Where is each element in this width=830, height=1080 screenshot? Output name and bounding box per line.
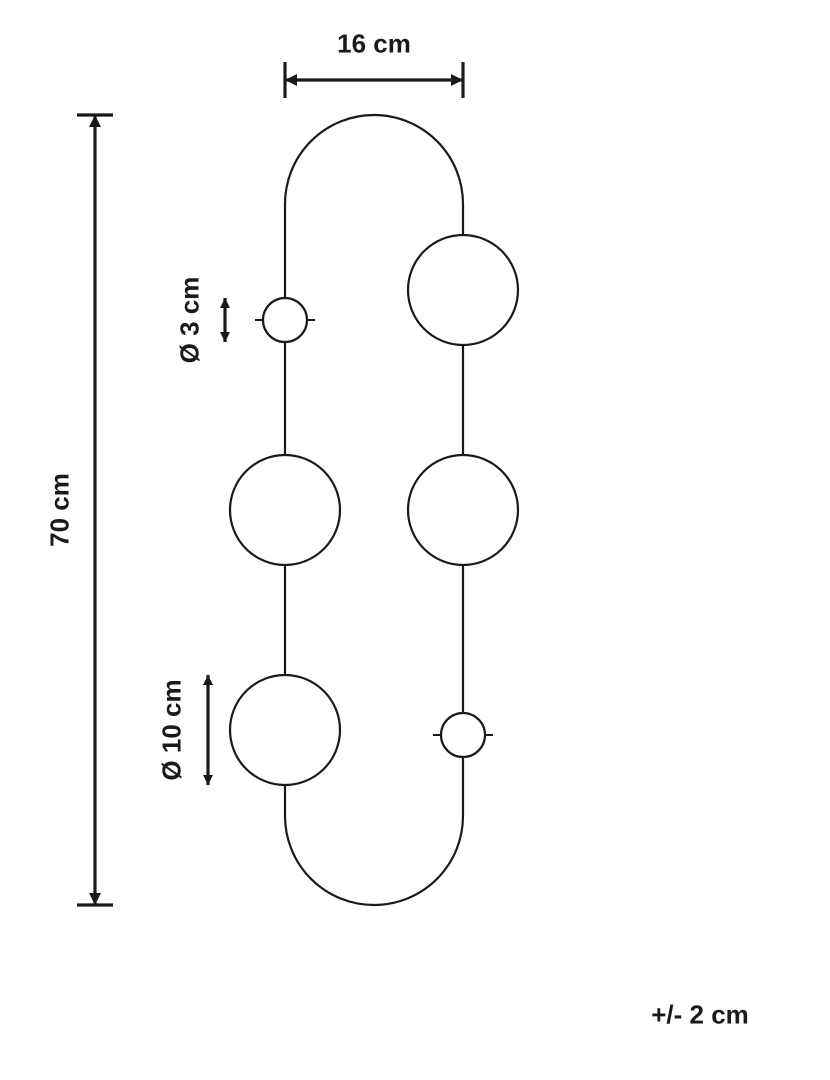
large-sphere: [230, 675, 340, 785]
height-label: 70 cm: [45, 473, 76, 547]
small-sphere: [263, 298, 307, 342]
width-label: 16 cm: [337, 29, 411, 60]
small-sphere: [441, 713, 485, 757]
large-sphere: [408, 455, 518, 565]
large-sphere: [408, 235, 518, 345]
large-diameter-label: Ø 10 cm: [157, 679, 188, 780]
diagram-svg: [0, 0, 830, 1080]
small-diameter-label: Ø 3 cm: [175, 277, 206, 364]
dimension-height: [77, 115, 113, 905]
tolerance-label: +/- 2 cm: [651, 1000, 749, 1031]
large-sphere: [230, 455, 340, 565]
diagram-canvas: 16 cm 70 cm Ø 3 cm Ø 10 cm +/- 2 cm: [0, 0, 830, 1080]
dimension-width: [285, 62, 463, 98]
